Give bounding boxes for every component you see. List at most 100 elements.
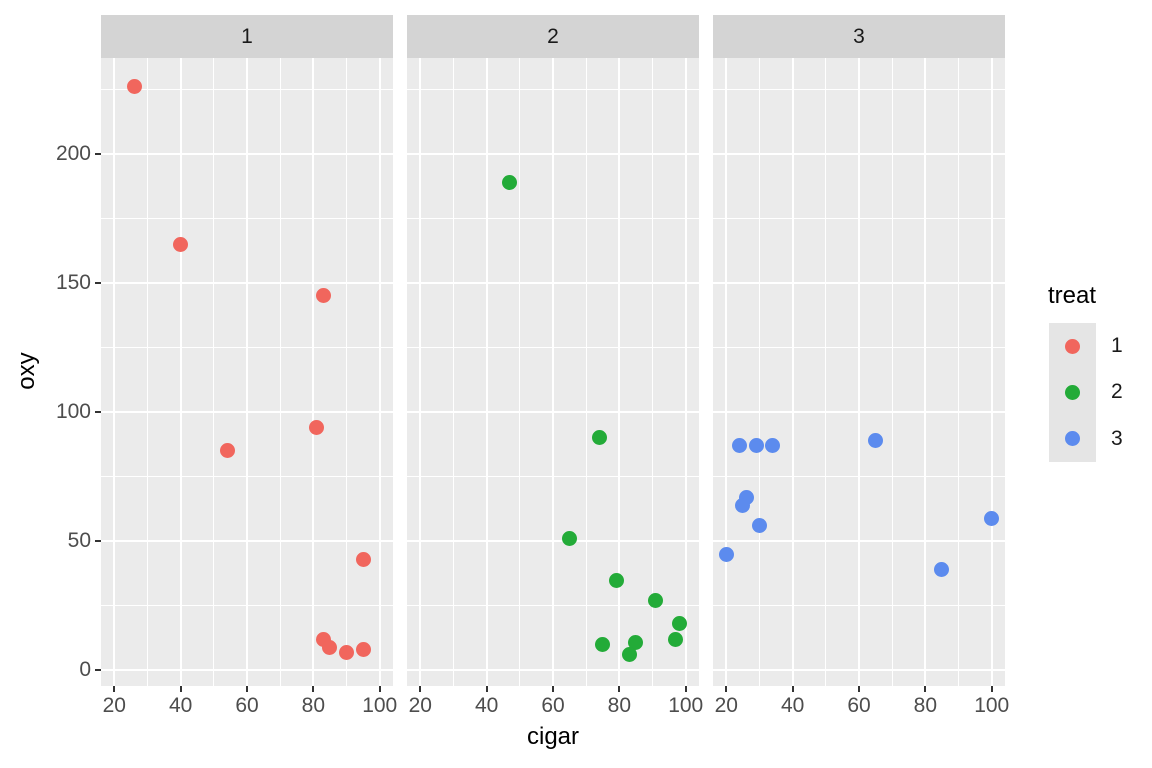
data-point-treat-1: [339, 644, 355, 660]
data-point-treat-1: [309, 420, 325, 436]
grid-minor-x: [213, 58, 215, 686]
x-tick: [858, 686, 860, 692]
y-tick: [95, 411, 101, 414]
grid-minor-x: [652, 58, 654, 686]
x-axis-title: cigar: [526, 723, 580, 750]
data-point-treat-2: [595, 637, 611, 653]
x-tick: [618, 686, 621, 692]
facet-strip-3: 3: [713, 15, 1005, 58]
data-point-treat-3: [748, 438, 764, 454]
data-point-treat-3: [735, 497, 751, 513]
legend-key-3: [1049, 415, 1096, 462]
data-point-treat-2: [591, 430, 607, 446]
x-tick: [246, 686, 248, 692]
grid-minor-x: [891, 58, 893, 686]
grid-major-x: [485, 58, 488, 686]
grid-minor-x: [452, 58, 454, 686]
legend-key-2: [1049, 369, 1096, 416]
grid-major-x: [179, 58, 182, 686]
legend-key-label-1: 1: [1111, 334, 1123, 357]
x-tick-label: 80: [301, 694, 326, 717]
x-tick-label: 60: [847, 694, 871, 717]
data-point-treat-1: [315, 288, 331, 304]
grid-major-x: [791, 58, 794, 686]
grid-major-x: [378, 58, 381, 686]
x-tick-label: 100: [974, 694, 1010, 717]
legend-title: treat: [1048, 282, 1097, 309]
facet-strip-1: 1: [101, 15, 393, 58]
y-tick-label: 0: [79, 658, 91, 682]
grid-major-x: [113, 58, 116, 686]
y-tick: [95, 152, 101, 155]
y-tick-label: 50: [67, 529, 91, 553]
data-point-treat-2: [621, 647, 637, 663]
grid-major-x: [312, 58, 315, 686]
x-tick-label: 60: [541, 694, 565, 717]
y-tick: [95, 540, 101, 543]
grid-major-x: [990, 58, 993, 686]
grid-minor-x: [146, 58, 148, 686]
data-point-treat-2: [608, 572, 624, 588]
grid-minor-x: [758, 58, 760, 686]
x-tick: [552, 686, 554, 692]
x-tick-label: 20: [714, 694, 738, 717]
data-point-treat-3: [868, 432, 884, 448]
x-tick-label: 20: [102, 694, 126, 717]
x-tick-label: 20: [408, 694, 432, 717]
legend-key-label-3: 3: [1111, 426, 1123, 450]
y-tick-label: 100: [55, 400, 91, 424]
legend-key-1: [1049, 323, 1096, 370]
x-tick-label: 40: [168, 694, 193, 717]
x-tick: [179, 686, 182, 692]
grid-minor-x: [346, 58, 348, 686]
grid-major-x: [618, 58, 621, 686]
grid-minor-x: [519, 58, 521, 686]
x-tick: [684, 686, 687, 692]
data-point-treat-2: [502, 174, 518, 190]
x-tick: [485, 686, 488, 692]
data-point-treat-3: [732, 438, 748, 454]
data-point-treat-3: [984, 510, 1000, 526]
y-axis-title: oxy: [13, 352, 40, 390]
grid-major-x: [552, 58, 554, 686]
legend-key-dot-3: [1065, 431, 1080, 447]
grid-minor-x: [958, 58, 960, 686]
data-point-treat-2: [562, 531, 578, 547]
data-point-treat-1: [173, 236, 189, 252]
grid-major-x: [858, 58, 860, 686]
grid-minor-x: [279, 58, 281, 686]
grid-minor-x: [585, 58, 587, 686]
y-tick-label: 200: [55, 141, 91, 165]
x-tick: [990, 686, 993, 692]
x-tick-label: 40: [474, 694, 499, 717]
grid-major-x: [725, 58, 728, 686]
grid-major-x: [684, 58, 687, 686]
x-tick-label: 80: [913, 694, 938, 717]
x-tick-label: 40: [780, 694, 805, 717]
x-tick: [924, 686, 927, 692]
facet-strip-2: 2: [407, 15, 699, 58]
x-tick-label: 80: [607, 694, 632, 717]
data-point-treat-2: [668, 631, 684, 647]
grid-major-x: [419, 58, 422, 686]
data-point-treat-3: [718, 546, 734, 562]
x-tick-label: 100: [362, 694, 398, 717]
grid-major-x: [924, 58, 927, 686]
data-point-treat-2: [628, 634, 644, 650]
x-tick: [378, 686, 381, 692]
data-point-treat-1: [219, 443, 235, 459]
data-point-treat-3: [751, 518, 767, 534]
legend-key-label-2: 2: [1111, 380, 1123, 404]
data-point-treat-3: [765, 438, 781, 454]
data-point-treat-3: [934, 562, 950, 578]
legend-key-dot-1: [1065, 338, 1080, 354]
data-point-treat-1: [322, 639, 338, 655]
grid-minor-x: [825, 58, 827, 686]
data-point-treat-1: [126, 78, 142, 94]
x-tick: [419, 686, 422, 692]
data-point-treat-1: [355, 642, 371, 658]
y-tick: [95, 669, 101, 672]
legend-key-dot-2: [1065, 384, 1080, 400]
x-tick: [113, 686, 116, 692]
